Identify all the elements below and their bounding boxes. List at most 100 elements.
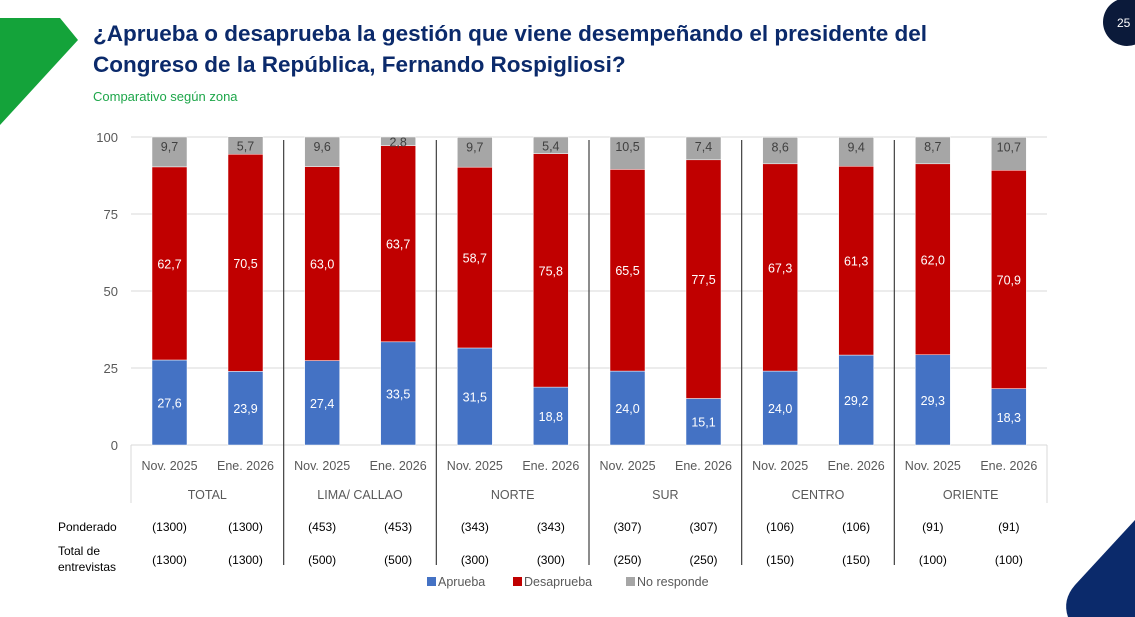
data-label: 24,0 <box>768 402 792 416</box>
x-tick-label: Ene. 2026 <box>522 459 579 473</box>
group-label: CENTRO <box>792 488 845 502</box>
data-label: 77,5 <box>691 273 715 287</box>
data-label: 61,3 <box>844 255 868 269</box>
bar-aprueba <box>227 371 264 446</box>
data-label: 8,7 <box>924 140 941 154</box>
table-cell: (300) <box>537 553 565 567</box>
bar-no-responde <box>151 136 188 168</box>
bar-no-responde <box>304 136 340 167</box>
navy-corner-shape <box>1066 520 1135 617</box>
data-label: 9,6 <box>313 140 330 154</box>
bar-desaprueba <box>380 145 416 343</box>
y-tick-label: 25 <box>104 361 118 376</box>
bar-desaprueba <box>609 169 646 372</box>
data-label: 10,7 <box>997 140 1021 154</box>
table-cell: (307) <box>613 520 641 534</box>
table-cell: (100) <box>919 553 947 567</box>
bar-desaprueba <box>533 153 569 388</box>
data-label: 58,7 <box>463 252 487 266</box>
table-cell: (1300) <box>152 520 187 534</box>
table-cell: (343) <box>461 520 489 534</box>
x-tick-label: Ene. 2026 <box>675 459 732 473</box>
legend-swatch <box>626 577 635 586</box>
table-cell: (1300) <box>228 520 263 534</box>
data-label: 5,7 <box>237 139 254 153</box>
bar-desaprueba <box>151 166 188 361</box>
bar-no-responde <box>457 137 493 168</box>
x-tick-label: Nov. 2025 <box>905 459 961 473</box>
title-line-2: Congreso de la República, Fernando Rospi… <box>93 52 626 77</box>
title-line-1: ¿Aprueba o desaprueba la gestión que vie… <box>93 21 927 46</box>
bar-aprueba <box>457 347 493 446</box>
table-cell: (1300) <box>152 553 187 567</box>
table-cell: (150) <box>842 553 870 567</box>
bar-aprueba <box>762 370 798 446</box>
row-label-total: Total de <box>58 544 100 558</box>
data-label: 24,0 <box>615 402 639 416</box>
legend-swatch <box>427 577 436 586</box>
bar-aprueba <box>609 370 646 446</box>
data-label: 31,5 <box>463 390 487 404</box>
bar-no-responde <box>915 136 951 165</box>
x-tick-label: Nov. 2025 <box>294 459 350 473</box>
data-label: 18,3 <box>997 411 1021 425</box>
x-tick-label: Ene. 2026 <box>980 459 1037 473</box>
bar-desaprueba <box>227 153 264 372</box>
bar-aprueba <box>915 354 951 446</box>
table-cell: (91) <box>998 520 1019 534</box>
legend-label: No responde <box>637 575 709 589</box>
subtitle: Comparativo según zona <box>93 89 238 104</box>
table-cell: (500) <box>308 553 336 567</box>
data-label: 9,7 <box>466 140 483 154</box>
data-label: 8,6 <box>771 140 788 154</box>
table-cell: (343) <box>537 520 565 534</box>
data-label: 29,2 <box>844 394 868 408</box>
bar-desaprueba <box>991 170 1027 389</box>
data-label: 9,7 <box>161 140 178 154</box>
table-cell: (100) <box>995 553 1023 567</box>
group-label: TOTAL <box>188 488 227 502</box>
x-tick-label: Ene. 2026 <box>370 459 427 473</box>
data-label: 63,0 <box>310 258 334 272</box>
data-label: 15,1 <box>691 416 715 430</box>
green-corner-shape <box>0 18 78 125</box>
bar-aprueba <box>685 398 722 446</box>
bar-desaprueba <box>838 166 874 356</box>
bar-no-responde <box>227 136 264 155</box>
row-label-total: entrevistas <box>58 560 116 574</box>
bar-no-responde <box>685 136 722 161</box>
bar-aprueba <box>991 388 1027 446</box>
data-label: 70,5 <box>233 257 257 271</box>
data-label: 18,8 <box>539 410 563 424</box>
data-label: 2,8 <box>389 135 406 149</box>
table-cell: (300) <box>461 553 489 567</box>
table-cell: (500) <box>384 553 412 567</box>
bar-no-responde <box>838 137 874 167</box>
data-label: 63,7 <box>386 238 410 252</box>
table-cell: (91) <box>922 520 943 534</box>
table-cell: (307) <box>689 520 717 534</box>
bar-aprueba <box>380 341 416 446</box>
data-label: 29,3 <box>921 394 945 408</box>
bar-no-responde <box>380 136 416 146</box>
table-cell: (106) <box>766 520 794 534</box>
data-label: 5,4 <box>542 139 559 153</box>
data-label: 62,0 <box>921 253 945 267</box>
bar-desaprueba <box>457 166 493 349</box>
x-tick-label: Ene. 2026 <box>217 459 274 473</box>
x-tick-label: Nov. 2025 <box>752 459 808 473</box>
data-label: 27,6 <box>157 396 181 410</box>
data-label: 67,3 <box>768 261 792 275</box>
table-cell: (150) <box>766 553 794 567</box>
bar-no-responde <box>533 136 569 154</box>
data-label: 7,4 <box>695 140 712 154</box>
group-label: NORTE <box>491 488 535 502</box>
legend-swatch <box>513 577 522 586</box>
bar-desaprueba <box>685 159 722 399</box>
y-tick-label: 75 <box>104 207 118 222</box>
table-cell: (453) <box>308 520 336 534</box>
data-label: 62,7 <box>157 257 181 271</box>
data-label: 23,9 <box>233 402 257 416</box>
page-title: ¿Aprueba o desaprueba la gestión que vie… <box>93 18 1093 80</box>
